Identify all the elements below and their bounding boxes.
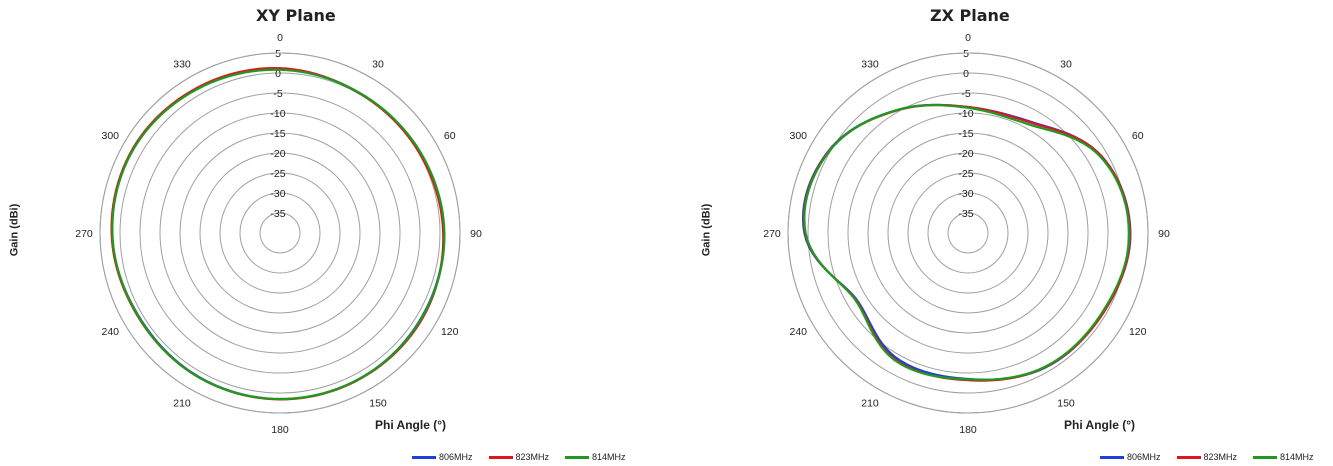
angle-tick-label: 60 bbox=[444, 130, 456, 142]
polar-plot: 5 0 -5 -10 -15 -20 -25 -30 -35 0 30 60 90 120 150 180 21… bbox=[763, 32, 1170, 436]
grid-circle bbox=[847, 112, 1089, 354]
grid-circle bbox=[807, 72, 1129, 394]
radial-tick-label: 5 bbox=[275, 48, 281, 60]
radial-tick-label: 5 bbox=[963, 48, 969, 60]
grid-circle bbox=[199, 152, 361, 314]
x-axis-label: Phi Angle (°) bbox=[1064, 418, 1136, 432]
legend-swatch-814 bbox=[565, 455, 590, 459]
angle-tick-label: 0 bbox=[277, 32, 283, 44]
angle-tick-label: 90 bbox=[1158, 228, 1170, 240]
legend-label: 823MHz bbox=[515, 452, 550, 462]
grid-circle bbox=[179, 132, 381, 334]
angle-tick-label: 180 bbox=[271, 424, 289, 436]
legend-item: 823MHz bbox=[488, 452, 550, 462]
grid-circle bbox=[827, 92, 1109, 374]
legend-swatch-806 bbox=[412, 455, 436, 459]
zx-plane-chart: ZX Plane 5 0 -5 -10 -15 -20 -25 -30 -35 0 30 60 90 12… bbox=[690, 0, 1333, 466]
series-line-814MHz bbox=[111, 68, 446, 401]
legend-swatch-806 bbox=[1100, 455, 1124, 459]
y-axis-label: Gain (dBi) bbox=[700, 203, 713, 257]
x-axis-label: Phi Angle (°) bbox=[375, 418, 447, 432]
angle-tick-label: 150 bbox=[1057, 398, 1075, 410]
angle-tick-label: 60 bbox=[1132, 130, 1144, 142]
angle-tick-label: 180 bbox=[959, 424, 977, 436]
y-axis-label: Gain (dBi) bbox=[8, 203, 21, 257]
angle-tick-label: 330 bbox=[861, 58, 879, 70]
angle-tick-label: 0 bbox=[965, 32, 971, 44]
angle-tick-label: 240 bbox=[101, 326, 119, 338]
radial-tick-label: -15 bbox=[270, 128, 285, 140]
angle-tick-label: 30 bbox=[1060, 58, 1072, 70]
grid-circle bbox=[139, 92, 421, 374]
radial-tick-label: 0 bbox=[963, 68, 969, 80]
grid-circle bbox=[259, 212, 301, 254]
angle-tick-label: 90 bbox=[470, 228, 482, 240]
angle-tick-label: 270 bbox=[763, 228, 781, 240]
legend-item: 806MHz bbox=[1100, 452, 1161, 462]
radial-tick-label: -10 bbox=[270, 108, 285, 120]
angle-tick-label: 120 bbox=[441, 326, 459, 338]
angle-tick-label: 120 bbox=[1129, 326, 1147, 338]
grid-circle bbox=[219, 172, 341, 294]
chart-title: XY Plane bbox=[256, 6, 336, 25]
radial-tick-label: -30 bbox=[958, 188, 973, 200]
legend-item: 806MHz bbox=[412, 452, 473, 462]
radial-tick-label: -35 bbox=[270, 208, 285, 220]
legend-item: 823MHz bbox=[1176, 452, 1238, 462]
angle-tick-label: 210 bbox=[861, 398, 879, 410]
legend-label: 823MHz bbox=[1203, 452, 1238, 462]
legend: 806MHz 823MHz 814MHz bbox=[412, 452, 626, 462]
polar-plot: 5 0 -5 -10 -15 -20 -25 -30 -35 0 30 60 90 120 150 180 21… bbox=[75, 32, 482, 436]
legend-label: 814MHz bbox=[1280, 452, 1314, 462]
radial-tick-label: -10 bbox=[958, 108, 973, 120]
radial-tick-label: -30 bbox=[270, 188, 285, 200]
angle-tick-label: 150 bbox=[369, 398, 387, 410]
outer-circle bbox=[99, 52, 461, 414]
chart-title: ZX Plane bbox=[930, 6, 1010, 25]
legend-swatch-814 bbox=[1253, 455, 1278, 459]
grid-circle bbox=[927, 192, 1009, 274]
grid-circle bbox=[159, 112, 401, 354]
radial-tick-label: -25 bbox=[270, 168, 285, 180]
angle-tick-label: 300 bbox=[101, 130, 119, 142]
angle-tick-label: 300 bbox=[789, 130, 807, 142]
legend-label: 814MHz bbox=[592, 452, 626, 462]
radial-tick-label: 0 bbox=[275, 68, 281, 80]
grid-circle bbox=[99, 52, 461, 414]
grid-circle bbox=[867, 132, 1069, 334]
legend-item: 814MHz bbox=[565, 452, 626, 462]
angle-tick-label: 30 bbox=[372, 58, 384, 70]
radial-tick-label: -15 bbox=[958, 128, 973, 140]
legend-label: 806MHz bbox=[439, 452, 473, 462]
radial-tick-label: -20 bbox=[270, 148, 285, 160]
radial-tick-label: -5 bbox=[273, 88, 282, 100]
radial-tick-label: -20 bbox=[958, 148, 973, 160]
grid-circle bbox=[239, 192, 321, 274]
legend-swatch-823 bbox=[488, 455, 513, 459]
legend-item: 814MHz bbox=[1253, 452, 1314, 462]
series-line-814MHz bbox=[803, 103, 1131, 381]
grid-circle bbox=[907, 172, 1029, 294]
radial-tick-label: -5 bbox=[961, 88, 970, 100]
angle-tick-label: 330 bbox=[173, 58, 191, 70]
radial-tick-label: -25 bbox=[958, 168, 973, 180]
angle-tick-label: 270 bbox=[75, 228, 93, 240]
legend-swatch-823 bbox=[1176, 455, 1201, 459]
grid-circle bbox=[947, 212, 989, 254]
angle-tick-label: 210 bbox=[173, 398, 191, 410]
grid-circle bbox=[119, 72, 441, 394]
outer-circle bbox=[787, 52, 1149, 414]
legend: 806MHz 823MHz 814MHz bbox=[1100, 452, 1314, 462]
grid-circle bbox=[887, 152, 1049, 314]
radial-tick-label: -35 bbox=[958, 208, 973, 220]
xy-plane-chart: XY Plane 5 0 -5 -10 -15 -20 -25 -30 -35 0 30 60 90 12… bbox=[0, 0, 666, 466]
legend-label: 806MHz bbox=[1127, 452, 1161, 462]
angle-tick-label: 240 bbox=[789, 326, 807, 338]
